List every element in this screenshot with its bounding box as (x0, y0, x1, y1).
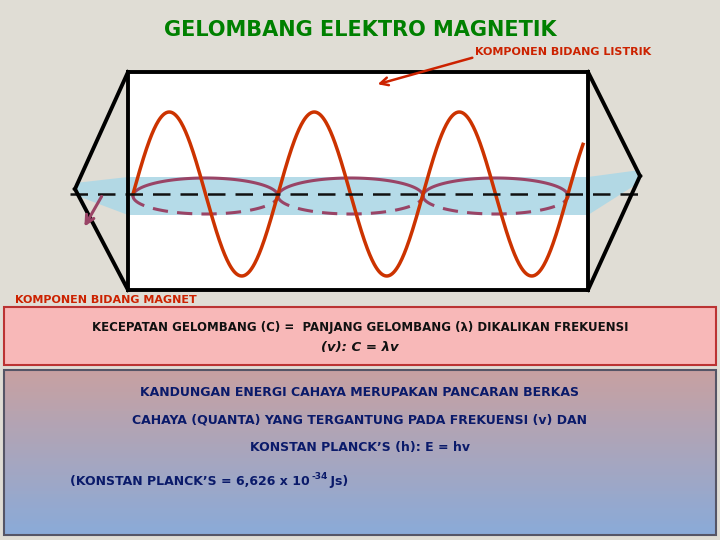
Bar (4, 499, 716, 502)
Bar (4, 512, 716, 516)
Bar (4, 463, 716, 466)
Bar (128, 177, 588, 215)
Bar (4, 474, 716, 477)
Bar (4, 411, 716, 414)
Bar (4, 480, 716, 483)
Bar (4, 427, 716, 430)
Bar (4, 482, 716, 485)
Bar (4, 408, 716, 411)
Bar (4, 397, 716, 400)
Text: KONSTAN PLANCK’S (h): E = hv: KONSTAN PLANCK’S (h): E = hv (250, 442, 470, 455)
Text: KOMPONEN BIDANG MAGNET: KOMPONEN BIDANG MAGNET (15, 295, 197, 305)
Bar (4, 392, 716, 395)
Bar (128, 72, 588, 290)
Bar (4, 430, 716, 433)
Bar (4, 405, 716, 408)
Bar (4, 447, 716, 450)
Bar (4, 465, 716, 469)
Bar (4, 444, 716, 447)
Text: KECEPATAN GELOMBANG (C) =  PANJANG GELOMBANG (λ) DIKALIKAN FREKUENSI: KECEPATAN GELOMBANG (C) = PANJANG GELOMB… (91, 321, 629, 334)
Bar (4, 460, 716, 463)
Bar (4, 416, 716, 420)
Bar (4, 414, 716, 417)
Text: GELOMBANG ELEKTRO MAGNETIK: GELOMBANG ELEKTRO MAGNETIK (163, 20, 557, 40)
Bar (4, 422, 716, 425)
Bar (4, 449, 716, 453)
Bar (4, 529, 716, 532)
Bar (4, 381, 716, 384)
Bar (4, 510, 716, 513)
Bar (4, 400, 716, 403)
Bar (4, 424, 716, 428)
Bar (4, 518, 716, 521)
Bar (4, 438, 716, 442)
Bar (4, 435, 716, 438)
Bar (4, 386, 716, 389)
Bar (4, 375, 716, 378)
Bar (4, 526, 716, 530)
Bar (4, 307, 716, 365)
Bar (4, 441, 716, 444)
Text: KANDUNGAN ENERGI CAHAYA MERUPAKAN PANCARAN BERKAS: KANDUNGAN ENERGI CAHAYA MERUPAKAN PANCAR… (140, 386, 580, 399)
Bar (4, 496, 716, 500)
Bar (4, 504, 716, 508)
Bar (4, 502, 716, 505)
Bar (4, 369, 716, 373)
Bar (4, 457, 716, 461)
Bar (4, 532, 716, 535)
Text: CAHAYA (QUANTA) YANG TERGANTUNG PADA FREKUENSI (v) DAN: CAHAYA (QUANTA) YANG TERGANTUNG PADA FRE… (132, 414, 588, 427)
Bar (4, 419, 716, 422)
Bar (4, 477, 716, 480)
Bar (4, 455, 716, 458)
Bar (4, 471, 716, 475)
Text: PANJANG GELOMBANG(λ): PANJANG GELOMBANG(λ) (177, 320, 333, 330)
Bar (4, 402, 716, 406)
Bar (4, 469, 716, 472)
Text: -34: -34 (311, 472, 328, 481)
Bar (4, 383, 716, 387)
Polygon shape (588, 170, 640, 215)
Bar (4, 515, 716, 518)
Bar (4, 507, 716, 510)
Text: (v): C = λv: (v): C = λv (321, 341, 399, 354)
Bar (4, 372, 716, 375)
Bar (4, 433, 716, 436)
Bar (4, 490, 716, 494)
Bar (4, 521, 716, 524)
Bar (4, 370, 716, 535)
Bar (4, 485, 716, 488)
Bar (4, 394, 716, 397)
Text: Js): Js) (326, 475, 348, 488)
Bar (4, 452, 716, 455)
Bar (4, 493, 716, 496)
Text: (KONSTAN PLANCK’S = 6,626 x 10: (KONSTAN PLANCK’S = 6,626 x 10 (71, 475, 310, 488)
Bar (4, 523, 716, 526)
Bar (4, 378, 716, 381)
Bar (4, 488, 716, 491)
Text: KOMPONEN BIDANG LISTRIK: KOMPONEN BIDANG LISTRIK (475, 47, 651, 57)
Polygon shape (75, 177, 128, 215)
Bar (4, 389, 716, 392)
